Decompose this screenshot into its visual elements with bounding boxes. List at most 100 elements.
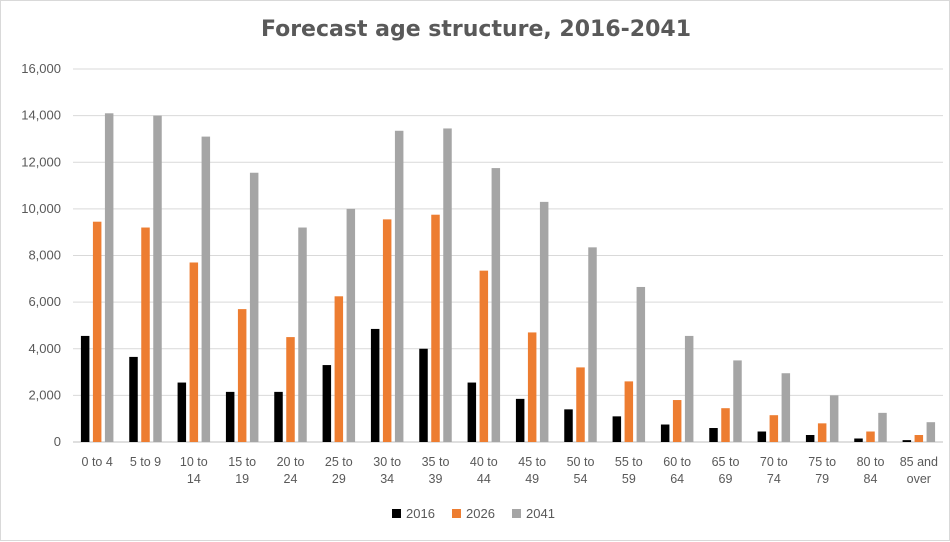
bar-2016	[274, 391, 283, 442]
x-tick-label: 39	[429, 472, 443, 486]
x-tick-label: 74	[767, 472, 781, 486]
y-tick-label: 0	[54, 434, 61, 449]
legend-label: 2041	[526, 506, 555, 521]
x-axis: 0 to 4 5 to 9 10 to 14 15 to 19 20 to 24 25 to 29…	[82, 455, 938, 486]
y-axis: 0 2,000 4,000 6,000 8,000 10,000 12,000 14,000 1…	[21, 61, 61, 449]
x-tick-label: 10 to	[180, 455, 208, 469]
x-tick-label: 15 to	[228, 455, 256, 469]
bar-2016	[177, 382, 187, 442]
x-tick-label: 49	[525, 472, 539, 486]
bar-2016	[854, 438, 863, 442]
bar-2016	[709, 428, 718, 442]
x-tick-label: 45 to	[518, 455, 546, 469]
legend-label: 2026	[466, 506, 495, 521]
legend-swatch	[512, 509, 521, 518]
x-tick-label: 75 to	[808, 455, 836, 469]
bar-2016	[419, 348, 428, 442]
x-tick-label: 64	[670, 472, 684, 486]
legend-swatch	[452, 509, 461, 518]
bar-2026	[431, 214, 440, 442]
x-tick-label: 70 to	[760, 455, 788, 469]
x-tick-label: 19	[235, 472, 249, 486]
y-tick-label: 12,000	[21, 154, 61, 169]
x-tick-label: 35 to	[422, 455, 450, 469]
bars	[80, 113, 936, 442]
bar-2016	[467, 382, 477, 442]
bar-2041	[829, 395, 839, 442]
bar-2041	[201, 136, 211, 442]
bar-2041	[926, 422, 936, 442]
bar-2041	[491, 168, 501, 442]
bar-2041	[104, 113, 114, 442]
bar-2041	[539, 201, 549, 442]
bar-2026	[382, 219, 392, 442]
x-tick-label: 20 to	[277, 455, 305, 469]
x-tick-label: 55 to	[615, 455, 643, 469]
x-tick-label: 25 to	[325, 455, 353, 469]
bar-2026	[817, 423, 827, 442]
x-tick-label: 59	[622, 472, 636, 486]
x-tick-label: 69	[719, 472, 733, 486]
bar-2026	[141, 227, 150, 442]
y-tick-label: 16,000	[21, 61, 61, 76]
legend-item: 2041	[512, 506, 555, 521]
x-tick-label: 24	[284, 472, 298, 486]
x-tick-label: 44	[477, 472, 491, 486]
bar-2041	[153, 115, 162, 442]
bar-2026	[237, 309, 247, 442]
bar-2026	[189, 262, 199, 442]
bar-2026	[914, 435, 924, 442]
bar-2016	[515, 398, 525, 442]
bar-2016	[660, 424, 670, 442]
gridlines	[73, 68, 943, 443]
bar-2026	[479, 270, 489, 442]
bar-2026	[672, 400, 682, 442]
bar-2026	[286, 337, 295, 442]
y-tick-label: 6,000	[28, 294, 61, 309]
x-tick-label: 50 to	[567, 455, 595, 469]
y-tick-label: 14,000	[21, 108, 61, 123]
bar-2041	[588, 247, 597, 442]
legend-item: 2026	[452, 506, 495, 521]
chart-title: Forecast age structure, 2016-2041	[260, 17, 692, 42]
bar-2041	[443, 128, 452, 442]
legend: 2016 2026 2041	[392, 506, 555, 521]
bar-2026	[624, 381, 634, 442]
bar-2016	[805, 435, 815, 442]
bar-2016	[564, 409, 573, 442]
legend-label: 2016	[406, 506, 435, 521]
bar-2041	[878, 412, 887, 442]
x-tick-label: 54	[574, 472, 588, 486]
bar-2041	[781, 373, 791, 442]
bar-2026	[92, 221, 102, 442]
x-tick-label: 0 to 4	[82, 455, 113, 469]
bar-2041	[636, 286, 646, 442]
x-tick-label: 85 and	[900, 455, 938, 469]
x-tick-label: 30 to	[373, 455, 401, 469]
bar-2026	[866, 431, 875, 442]
bar-2026	[334, 296, 344, 442]
x-tick-label: 29	[332, 472, 346, 486]
x-tick-label: 34	[380, 472, 394, 486]
x-tick-label: 79	[815, 472, 829, 486]
bar-2041	[684, 335, 694, 442]
bar-2041	[394, 130, 404, 442]
y-tick-label: 8,000	[28, 248, 61, 263]
bar-2016	[225, 391, 235, 442]
legend-swatch	[392, 509, 401, 518]
bar-2026	[527, 332, 537, 442]
bar-2016	[80, 335, 90, 442]
bar-2016	[902, 440, 912, 442]
x-tick-label: 65 to	[712, 455, 740, 469]
bar-2026	[769, 415, 779, 442]
bar-2016	[322, 365, 332, 442]
legend-item: 2016	[392, 506, 435, 521]
bar-2016	[612, 416, 622, 442]
y-tick-label: 10,000	[21, 201, 61, 216]
bar-2016	[370, 328, 380, 442]
x-tick-label: 40 to	[470, 455, 498, 469]
bar-2041	[346, 208, 356, 442]
x-tick-label: 80 to	[857, 455, 885, 469]
y-tick-label: 2,000	[28, 387, 61, 402]
